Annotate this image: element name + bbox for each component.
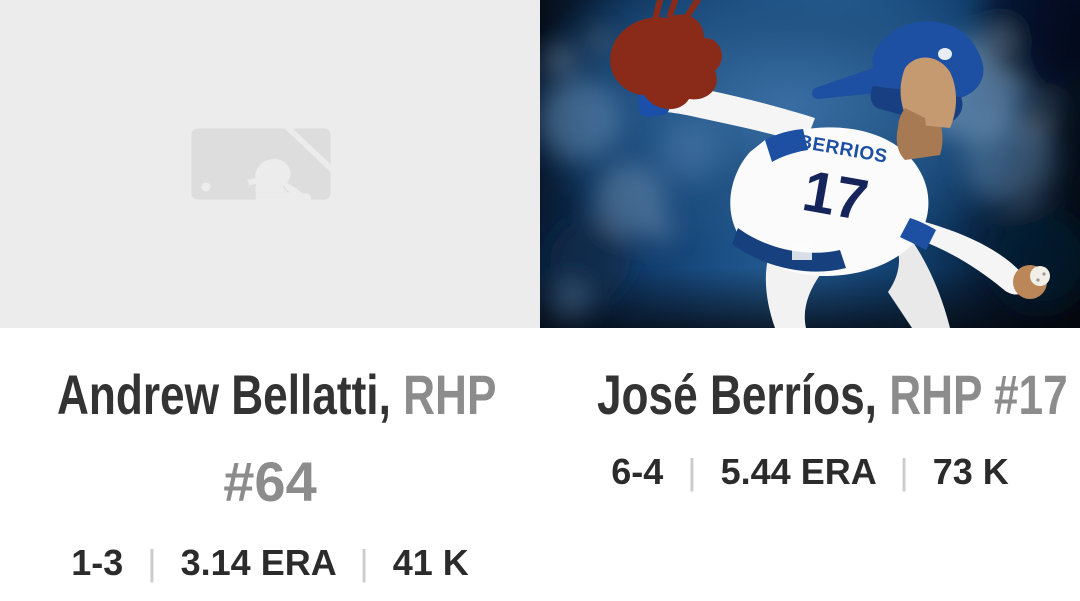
svg-text:17: 17: [798, 158, 873, 233]
